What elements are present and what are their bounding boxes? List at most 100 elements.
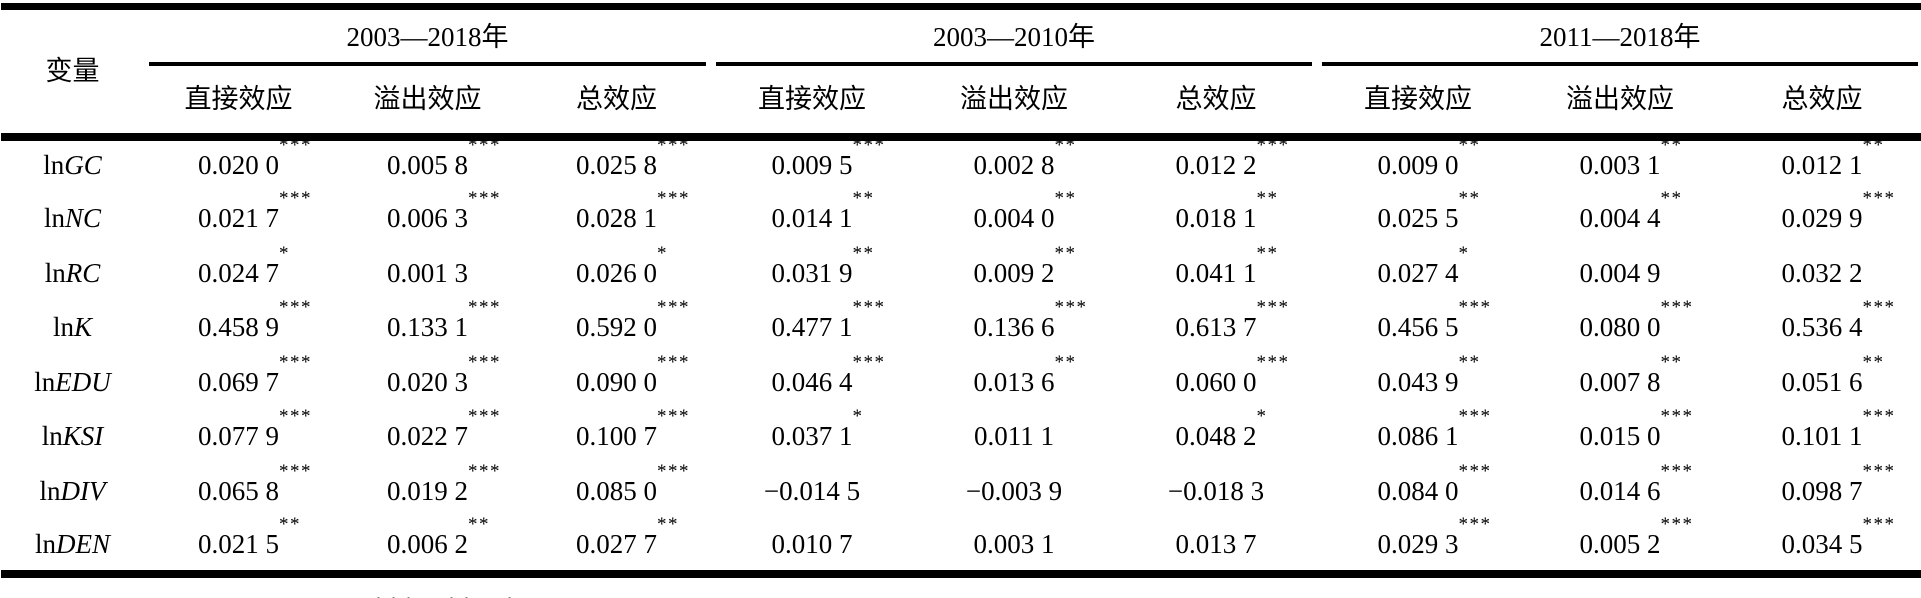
significance-stars: *** bbox=[1458, 513, 1492, 535]
effect-cell: 0.015 0 *** bbox=[1519, 406, 1721, 465]
significance-stars: ** bbox=[1256, 242, 1279, 264]
significance-stars: ** bbox=[1256, 188, 1279, 210]
table-row: lnDIV 0.065 8 *** 0.019 2 *** 0.085 0 *** −0.01… bbox=[1, 461, 1921, 520]
coefficient-value: 0.458 9 bbox=[198, 312, 279, 343]
significance-stars: *** bbox=[852, 297, 886, 319]
significance-stars: ** bbox=[657, 513, 679, 535]
effect-cell: 0.101 1 *** bbox=[1721, 407, 1921, 465]
effect-cell: 0.031 9 ** bbox=[711, 243, 913, 301]
significance-stars: *** bbox=[1256, 351, 1290, 373]
effect-header-spillover-1: 溢出效应 bbox=[333, 66, 522, 141]
significance-stars: *** bbox=[1862, 297, 1896, 319]
variable-label: lnK bbox=[52, 312, 93, 343]
effect-header-direct-3: 直接效应 bbox=[1317, 66, 1520, 141]
effect-cell: 0.014 1 ** bbox=[711, 188, 913, 247]
coefficient-value: 0.136 6 bbox=[973, 312, 1055, 343]
effect-cell: 0.009 5 *** bbox=[711, 136, 913, 192]
effect-cell: 0.477 1 *** bbox=[711, 297, 913, 356]
variable-label: lnGC bbox=[43, 150, 102, 181]
coefficient-value: 0.025 5 bbox=[1377, 203, 1459, 234]
coefficient-value: 0.012 2 bbox=[1175, 150, 1257, 181]
significance-stars: *** bbox=[468, 188, 501, 210]
coefficient-value: 0.060 0 bbox=[1175, 366, 1257, 397]
coefficient-value: 0.021 5 bbox=[198, 528, 279, 559]
significance-stars: *** bbox=[468, 297, 501, 319]
coefficient-value: 0.013 6 bbox=[973, 366, 1055, 397]
effect-cell: 0.029 9 *** bbox=[1721, 188, 1921, 247]
effect-cell: 0.004 4 ** bbox=[1519, 188, 1721, 247]
effect-cell: 0.002 8 ** bbox=[913, 136, 1115, 192]
table-row: lnEDU 0.069 7 *** 0.020 3 *** 0.090 0 *** 0.046… bbox=[1, 351, 1921, 410]
table-row: lnNC 0.021 7 *** 0.006 3 *** 0.028 1 *** 0.014 … bbox=[1, 188, 1921, 247]
effect-cell: −0.003 9 bbox=[913, 465, 1115, 520]
effect-cell: 0.004 0 ** bbox=[913, 188, 1115, 247]
significance-stars: * bbox=[657, 242, 668, 264]
coefficient-value: 0.069 7 bbox=[198, 366, 279, 397]
coefficient-value: 0.051 6 bbox=[1781, 366, 1863, 397]
effect-cell: 0.456 5 *** bbox=[1317, 297, 1519, 356]
significance-stars: ** bbox=[1054, 351, 1077, 373]
variable-label: lnEDU bbox=[34, 366, 111, 397]
coefficient-value: 0.090 0 bbox=[576, 366, 657, 397]
coefficient-value: 0.024 7 bbox=[198, 257, 279, 288]
coefficient-value: 0.029 9 bbox=[1781, 203, 1863, 234]
coefficient-value: 0.009 0 bbox=[1377, 150, 1459, 181]
coefficient-value: 0.043 9 bbox=[1377, 366, 1459, 397]
coefficient-value: 0.080 0 bbox=[1579, 312, 1661, 343]
effect-cell: 0.133 1 *** bbox=[333, 297, 522, 356]
coefficient-value: −0.018 3 bbox=[1167, 476, 1265, 507]
effect-cell: −0.014 5 bbox=[711, 465, 913, 520]
effect-cell: 0.018 1 ** bbox=[1115, 188, 1317, 247]
effect-cell: 0.136 6 *** bbox=[913, 297, 1115, 356]
effect-header-total-1: 总效应 bbox=[522, 66, 712, 141]
effect-cell: 0.041 1 ** bbox=[1115, 242, 1317, 301]
effect-cell: 0.048 2 * bbox=[1115, 406, 1317, 465]
significance-stars: *** bbox=[1458, 406, 1492, 428]
coefficient-value: 0.026 0 bbox=[576, 257, 657, 288]
effect-cell: 0.613 7 *** bbox=[1115, 297, 1317, 356]
coefficient-value: 0.037 1 bbox=[771, 421, 853, 452]
significance-stars: *** bbox=[657, 297, 690, 319]
effect-cell: 0.046 4 *** bbox=[711, 352, 913, 410]
effect-cell: 0.004 9 bbox=[1519, 246, 1721, 301]
variable-label: lnDEN bbox=[34, 528, 110, 559]
coefficient-value: 0.011 1 bbox=[974, 421, 1055, 452]
coefficient-value: 0.034 5 bbox=[1781, 528, 1863, 559]
effect-cell: 0.060 0 *** bbox=[1115, 351, 1317, 410]
coefficient-value: 0.028 1 bbox=[576, 203, 657, 234]
significance-stars: *** bbox=[1660, 513, 1694, 535]
effect-cell: 0.020 0 *** bbox=[144, 136, 333, 192]
period-label-1: 2003—2018年 bbox=[346, 22, 509, 53]
effect-header-spillover-3: 溢出效应 bbox=[1519, 66, 1722, 141]
significance-stars: ** bbox=[1862, 351, 1885, 373]
variable-column-header: 变量 bbox=[1, 6, 144, 141]
effect-header-total-2: 总效应 bbox=[1115, 66, 1318, 141]
significance-stars: *** bbox=[1862, 461, 1896, 483]
significance-stars: *** bbox=[1862, 188, 1896, 210]
table-row: lnKSI 0.077 9 *** 0.022 7 *** 0.100 7 *** 0.037… bbox=[1, 406, 1921, 465]
significance-stars: *** bbox=[1054, 297, 1088, 319]
effect-cell: 0.007 8 ** bbox=[1519, 352, 1721, 410]
significance-stars: *** bbox=[1660, 297, 1694, 319]
significance-stars: *** bbox=[657, 188, 690, 210]
significance-stars: ** bbox=[1660, 188, 1683, 210]
effect-cell: 0.043 9 ** bbox=[1317, 352, 1519, 410]
coefficient-value: 0.456 5 bbox=[1377, 312, 1459, 343]
significance-stars: *** bbox=[1256, 135, 1290, 157]
coefficient-value: −0.003 9 bbox=[965, 476, 1063, 507]
significance-stars: *** bbox=[468, 135, 501, 157]
significance-stars: *** bbox=[279, 406, 312, 428]
effect-cell: 0.005 2 *** bbox=[1519, 514, 1721, 574]
coefficient-value: 0.013 7 bbox=[1175, 528, 1257, 559]
significance-stars: *** bbox=[279, 188, 312, 210]
coefficient-value: 0.027 4 bbox=[1377, 257, 1459, 288]
significance-stars: *** bbox=[1660, 406, 1694, 428]
significance-stars: ** bbox=[1458, 135, 1481, 157]
coefficient-value: 0.031 9 bbox=[771, 257, 853, 288]
significance-stars: * bbox=[1256, 406, 1268, 428]
coefficient-value: 0.004 0 bbox=[973, 203, 1055, 234]
effect-cell: 0.077 9 *** bbox=[144, 406, 333, 465]
coefficient-value: 0.477 1 bbox=[771, 312, 853, 343]
effect-cell: 0.009 2 ** bbox=[913, 243, 1115, 301]
